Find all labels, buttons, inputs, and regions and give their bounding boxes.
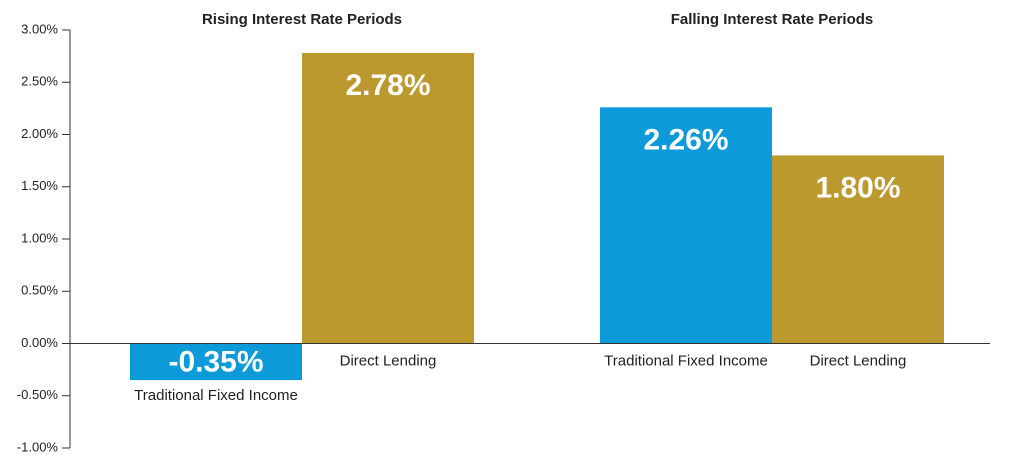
y-tick-label: -1.00%: [17, 439, 59, 454]
value-label: 1.80%: [815, 171, 900, 204]
y-tick-label: 3.00%: [21, 21, 58, 36]
y-tick-label: -0.50%: [17, 387, 59, 402]
bar: [130, 343, 302, 381]
y-tick-label: 1.00%: [21, 230, 58, 245]
value-label: 2.78%: [345, 69, 430, 102]
group-title: Falling Interest Rate Periods: [671, 11, 874, 28]
bar-label: Traditional Fixed Income: [134, 387, 298, 404]
bar-label: Direct Lending: [340, 352, 437, 369]
y-tick-label: 0.50%: [21, 283, 58, 298]
y-tick-label: 2.00%: [21, 126, 58, 141]
y-tick-label: 2.50%: [21, 74, 58, 89]
group-title: Rising Interest Rate Periods: [202, 11, 402, 28]
value-label: -0.35%: [168, 346, 263, 379]
y-tick-label: 1.50%: [21, 178, 58, 193]
value-label: 2.26%: [643, 123, 728, 156]
bar: [600, 107, 772, 344]
bar-label: Direct Lending: [810, 352, 907, 369]
bar-label: Traditional Fixed Income: [604, 352, 768, 369]
bar: [772, 155, 944, 344]
bar: [302, 52, 474, 344]
y-tick-label: 0.00%: [21, 335, 58, 350]
